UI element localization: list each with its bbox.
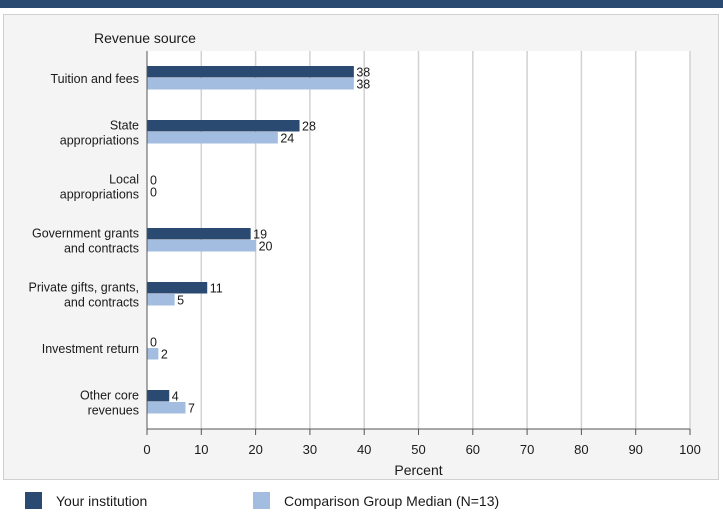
data-label: 5: [177, 294, 184, 308]
data-label: 0: [150, 174, 157, 188]
bar: [147, 66, 354, 78]
bar: [147, 228, 251, 240]
data-label: 38: [356, 66, 370, 80]
data-label: 2: [161, 348, 168, 362]
data-label: 0: [150, 336, 157, 350]
bar: [147, 348, 159, 360]
legend-item-your-institution: Your institution: [25, 492, 147, 509]
legend-swatch: [25, 492, 42, 509]
chart-title: Revenue source: [94, 30, 196, 46]
x-tick-label: 50: [411, 442, 425, 457]
category-label: Other core revenues: [80, 389, 139, 418]
bar: [147, 132, 278, 144]
category-label: Investment return: [42, 342, 139, 356]
bar: [147, 240, 257, 252]
header-band: [0, 0, 723, 8]
bar: [147, 294, 175, 306]
bar: [147, 78, 354, 90]
bar: [147, 402, 186, 414]
legend: Your institution Comparison Group Median…: [0, 486, 723, 516]
data-label: 28: [302, 120, 316, 134]
category-label: State appropriations: [60, 119, 139, 148]
x-tick-label: 40: [357, 442, 371, 457]
x-tick-label: 100: [679, 442, 701, 457]
x-tick-label: 30: [303, 442, 317, 457]
category-label: Government grants and contracts: [32, 227, 139, 256]
data-label: 24: [280, 132, 294, 146]
category-label: Tuition and fees: [51, 72, 139, 86]
x-tick-label: 60: [466, 442, 480, 457]
data-label: 19: [253, 228, 267, 242]
bar: [147, 120, 300, 132]
data-label: 4: [172, 390, 179, 404]
x-tick-label: 70: [520, 442, 534, 457]
legend-label: Comparison Group Median (N=13): [284, 492, 500, 509]
x-tick-label: 10: [194, 442, 208, 457]
bar: [147, 390, 170, 402]
data-label: 0: [150, 186, 157, 200]
chart-frame: 0 10 20 30 40 50 60 70 80 90 100 Revenue source Perc…: [3, 14, 719, 480]
legend-label: Your institution: [56, 492, 148, 509]
category-label: Private gifts, grants, and contracts: [29, 281, 139, 310]
x-tick-label: 20: [248, 442, 262, 457]
data-label: 11: [210, 282, 223, 296]
bar: [147, 282, 208, 294]
data-label: 20: [259, 240, 273, 254]
data-label: 7: [188, 402, 195, 416]
x-tick-label: 80: [574, 442, 588, 457]
x-tick-label: 0: [143, 442, 150, 457]
data-label: 38: [356, 78, 370, 92]
legend-item-comparison-median: Comparison Group Median (N=13): [253, 492, 499, 509]
x-axis-label: Percent: [394, 462, 442, 478]
category-label: Local appropriations: [60, 173, 139, 202]
legend-swatch: [253, 492, 270, 509]
x-tick-label: 90: [628, 442, 642, 457]
